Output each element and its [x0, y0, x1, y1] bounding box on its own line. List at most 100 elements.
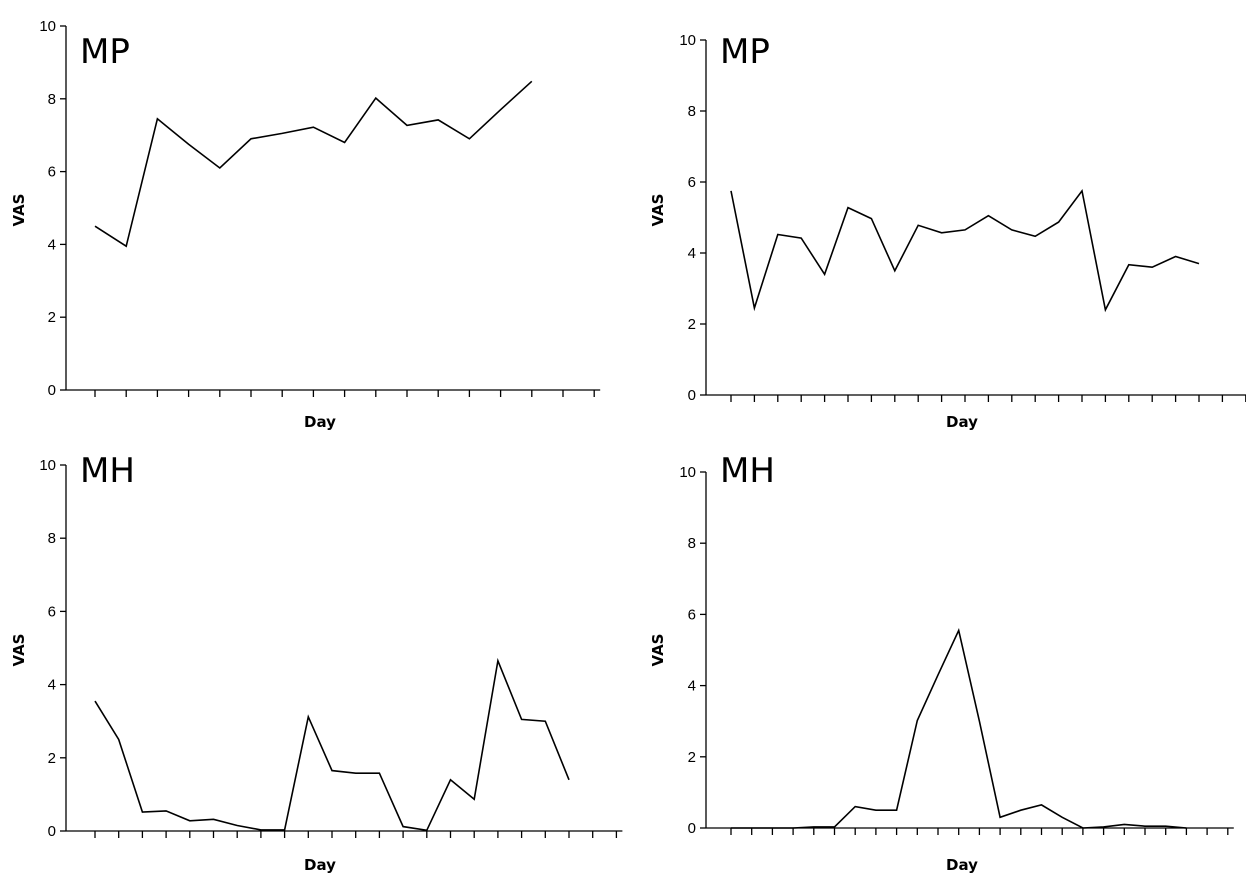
data-point [941, 232, 943, 234]
data-point [450, 779, 452, 781]
y-tick-label: 6 [688, 606, 696, 623]
data-point [165, 810, 167, 812]
data-point [917, 224, 919, 226]
data-point [1011, 229, 1013, 231]
data-point [753, 307, 755, 309]
panel-title: MH [80, 451, 135, 491]
data-point [854, 806, 856, 808]
data-point [777, 234, 779, 236]
data-point [1082, 827, 1084, 829]
x-axis-label: Day [304, 856, 336, 874]
x-axis-label: Day [946, 856, 978, 874]
data-point [375, 97, 377, 99]
panel-title: MP [80, 32, 130, 72]
y-tick-label: 4 [48, 236, 56, 253]
data-point [189, 820, 191, 822]
data-point [406, 124, 408, 126]
data-point [875, 809, 877, 811]
data-point [1034, 235, 1036, 237]
data-point [1058, 221, 1060, 223]
data-point [94, 700, 96, 702]
data-point [426, 829, 428, 831]
data-point [1165, 825, 1167, 827]
y-tick-label: 10 [679, 464, 696, 481]
y-axis-label: VAS [649, 193, 667, 226]
data-point [250, 138, 252, 140]
y-tick-label: 6 [688, 174, 696, 191]
data-point [937, 674, 939, 676]
data-point [813, 826, 815, 828]
data-point [125, 245, 127, 247]
y-tick-label: 10 [679, 32, 696, 49]
data-point [824, 273, 826, 275]
data-point [213, 818, 215, 820]
panel-title: MH [720, 451, 775, 491]
data-point [497, 660, 499, 662]
data-point [958, 629, 960, 631]
data-point [1123, 823, 1125, 825]
data-point [568, 779, 570, 781]
y-tick-label: 4 [688, 245, 696, 262]
data-point [331, 770, 333, 772]
data-point [500, 109, 502, 111]
data-point [1041, 804, 1043, 806]
y-axis-label: VAS [10, 193, 28, 226]
y-tick-label: 0 [688, 387, 696, 404]
data-point [1128, 264, 1130, 266]
y-tick-label: 0 [688, 820, 696, 837]
data-point [964, 229, 966, 231]
y-tick-label: 2 [48, 309, 56, 326]
data-point [437, 119, 439, 121]
data-point [730, 827, 732, 829]
data-point [834, 826, 836, 828]
data-point [1185, 827, 1187, 829]
series-line [94, 80, 533, 248]
data-point [1104, 309, 1106, 311]
data-point [999, 816, 1001, 818]
data-point [521, 718, 523, 720]
data-point [771, 827, 773, 829]
y-tick-label: 4 [688, 678, 696, 695]
data-point [281, 132, 283, 134]
chart-panel-2: 0 2 4 6 8 10 MP Day VAS [649, 32, 1246, 431]
data-point [544, 720, 546, 722]
y-tick-label: 8 [48, 530, 56, 547]
y-tick-label: 2 [688, 316, 696, 333]
data-point [847, 207, 849, 209]
x-axis-label: Day [304, 413, 336, 431]
series-line [730, 188, 1200, 313]
data-point [1020, 809, 1022, 811]
x-axis-label: Day [946, 413, 978, 431]
data-point [1198, 263, 1200, 265]
data-point [916, 719, 918, 721]
y-axis-label: VAS [10, 633, 28, 666]
y-axis-label: VAS [649, 633, 667, 666]
data-point [751, 827, 753, 829]
data-point [468, 138, 470, 140]
data-point [730, 190, 732, 192]
data-point [156, 118, 158, 120]
y-tick-label: 0 [48, 382, 56, 399]
chart-panel-3: 0 2 4 6 8 10 MH Day VAS [10, 451, 623, 874]
data-point [94, 225, 96, 227]
y-tick-label: 8 [688, 535, 696, 552]
data-point [1175, 256, 1177, 258]
y-tick-label: 6 [48, 164, 56, 181]
data-point [307, 716, 309, 718]
series-line [94, 657, 570, 832]
data-point [141, 811, 143, 813]
data-point [978, 720, 980, 722]
y-tick-label: 0 [48, 823, 56, 840]
data-point [1103, 826, 1105, 828]
data-point [1151, 266, 1153, 268]
data-point [870, 218, 872, 220]
data-point [219, 167, 221, 169]
y-tick-label: 6 [48, 603, 56, 620]
data-point [1144, 825, 1146, 827]
data-point [236, 825, 238, 827]
data-point [284, 829, 286, 831]
data-point [531, 80, 533, 82]
data-point [188, 143, 190, 145]
data-point [792, 827, 794, 829]
